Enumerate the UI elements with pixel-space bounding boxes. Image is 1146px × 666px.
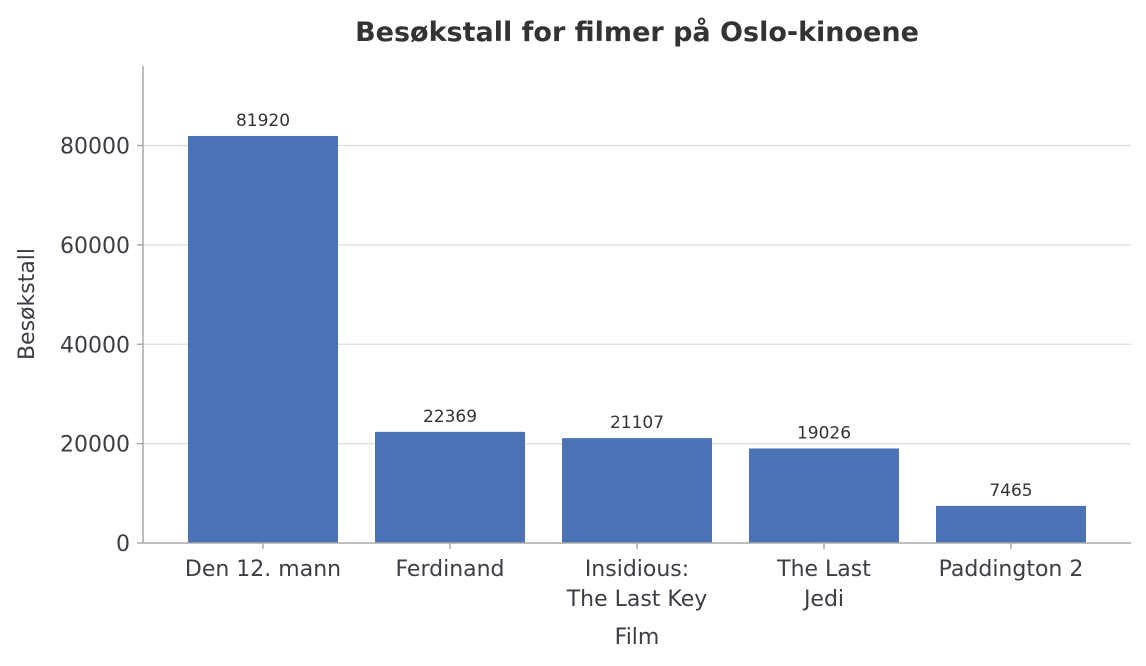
data-label: 19026: [797, 423, 851, 443]
bar: [375, 431, 525, 543]
axes: [137, 66, 1131, 549]
bar: [562, 438, 712, 543]
x-tick-label: Insidious: The Last Key: [566, 557, 708, 612]
y-tick-label: 80000: [60, 135, 130, 160]
bar: [188, 135, 338, 543]
x-tick-label: The Last Jedi: [776, 557, 871, 612]
y-tick-label: 0: [116, 532, 130, 557]
data-label: 21107: [610, 413, 664, 433]
data-label: 81920: [236, 111, 290, 131]
bar: [749, 448, 899, 543]
data-label: 7465: [989, 481, 1032, 501]
y-tick-label: 20000: [60, 433, 130, 458]
x-tick-label: Paddington 2: [939, 557, 1084, 582]
y-tick-label: 40000: [60, 333, 130, 358]
bars: [188, 135, 1086, 543]
x-axis-label: Film: [615, 625, 660, 650]
bar: [936, 505, 1086, 543]
labels: 0 20000 40000 60000 80000 81920 Den 12. mann 22…: [60, 111, 1083, 612]
data-label: 22369: [423, 407, 477, 427]
x-tick-label: Den 12. mann: [185, 557, 341, 582]
y-axis-label: Besøkstall: [15, 248, 40, 360]
x-tick-label: Ferdinand: [395, 557, 504, 582]
chart-title: Besøkstall for filmer på Oslo-kinoene: [355, 16, 919, 48]
y-tick-label: 60000: [60, 234, 130, 259]
